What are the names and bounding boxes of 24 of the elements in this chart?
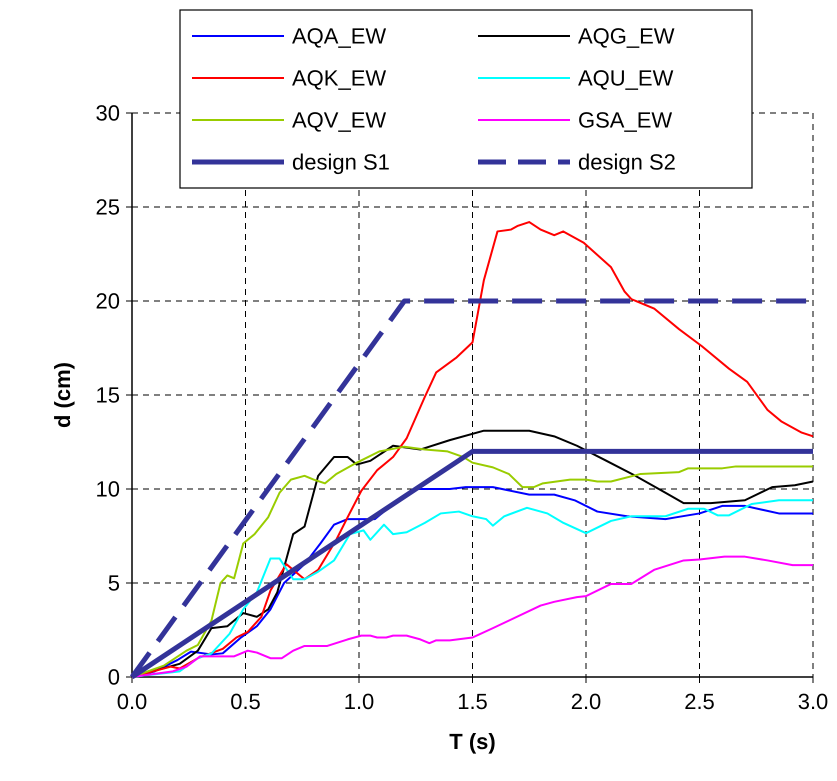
legend-label: GSA_EW	[578, 108, 672, 133]
y-axis-title: d (cm)	[50, 362, 75, 428]
x-tick-label: 1.5	[457, 689, 488, 714]
y-tick-label: 25	[96, 194, 120, 220]
x-tick-label: 2.0	[570, 689, 602, 714]
legend-label: AQG_EW	[578, 24, 675, 49]
y-tick-label: 20	[96, 288, 120, 314]
x-tick-label: 2.5	[684, 689, 715, 714]
y-tick-label: 30	[96, 100, 120, 126]
legend-label: design S2	[578, 150, 676, 175]
x-tick-label: 0.5	[230, 689, 261, 714]
legend-label: AQA_EW	[292, 24, 386, 49]
y-tick-label: 5	[108, 570, 120, 596]
x-axis-title: T (s)	[449, 729, 496, 754]
x-tick-label: 3.0	[798, 689, 828, 714]
x-tick-label: 0.0	[116, 689, 148, 714]
x-tick-label: 1.0	[344, 689, 374, 714]
legend-label: design S1	[292, 150, 390, 175]
y-tick-label: 15	[96, 382, 120, 408]
y-tick-label: 10	[96, 476, 120, 502]
y-tick-label: 0	[108, 664, 120, 690]
legend-label: AQV_EW	[292, 108, 386, 133]
legend-label: AQU_EW	[578, 66, 674, 91]
legend-label: AQK_EW	[292, 66, 386, 91]
